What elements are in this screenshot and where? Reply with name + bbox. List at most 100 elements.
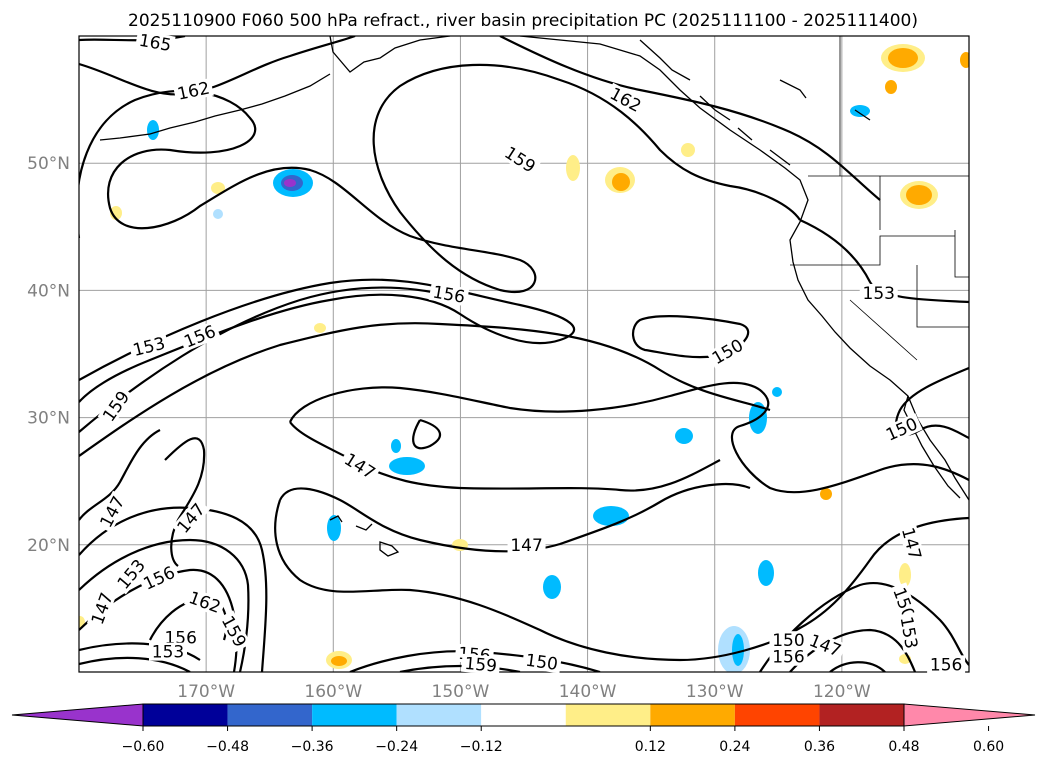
colorbar: −0.60 −0.48 −0.36 −0.24 −0.12 0.12 0.24 0.36 0.4… [11,703,1036,755]
lon-tick-label: 140°W [559,682,617,702]
contour-label-halo [171,497,210,539]
contour-label-halo [112,553,151,595]
map-title: 2025110900 F060 500 hPa refract., river … [128,11,918,31]
contour-label-halo [339,448,381,484]
shade-neg-14 [543,575,561,599]
contour-label-halo [138,561,181,595]
contour-162-east [499,36,881,201]
contour-label-halo [95,490,129,533]
contour-label-halo [604,82,647,117]
contour-162-nw [79,36,356,96]
contour-label: 156 [772,648,804,668]
contour-150-west [79,322,771,457]
contour-147-south [279,482,751,553]
shade-pos-8 [681,143,695,157]
contour-label: 150 [772,631,804,651]
shade-pos-11 [211,182,225,194]
hawaii-islands [329,515,400,557]
contour-label-halo [128,333,170,360]
shade-neg-16 [732,634,744,666]
colorbar-frame [142,703,905,727]
shade-neg-12 [772,387,782,397]
map-background [79,36,969,672]
colorbar-bin [734,704,820,726]
contour-156-sw [79,538,250,672]
contour-label-halo [135,30,176,55]
contour-label: 150 [524,651,559,675]
contour-label-halo [927,655,966,674]
colorbar-bin [819,704,904,726]
contour-label-halo [507,535,546,554]
lat-tick-label: 40°N [27,281,70,301]
contour-147-sw [79,429,161,521]
colorbar-tick-label: 0.60 [973,739,1004,755]
alaska-islands [639,39,871,166]
contour-label-halo [172,77,214,104]
longitude-ticks: 170°W 160°W 150°W 140°W 130°W 120°W [177,682,871,702]
shade-pos-6 [612,173,630,191]
lat-tick-label: 30°N [27,409,70,429]
lon-tick-label: 160°W [304,682,362,702]
colorbar-tick-label: 0.12 [635,739,666,755]
shade-neg-8 [327,515,341,541]
contour-label-halo [161,628,200,647]
contour-147-main [288,381,969,494]
contour-label: 153 [863,284,895,304]
shade-pos-2 [888,48,918,68]
shade-pos-13 [314,323,326,333]
colorbar-bin [143,704,228,726]
lat-tick-label: 20°N [27,536,70,556]
contour-label-halo [183,587,226,617]
shade-neg-7 [391,439,401,453]
contour-147-loop [412,418,442,450]
contour-label-halo [217,610,251,653]
shade-neg-4 [147,120,159,140]
colorbar-tick-label: −0.60 [122,739,165,755]
shade-neg-10 [675,428,693,444]
contour-label-halo [706,334,749,369]
contour-label-halo [428,282,470,307]
contour-label-halo [149,642,187,661]
colorbar-high-extend [903,703,1036,727]
contour-south-bottom-1 [79,642,201,672]
contour-label-halo [897,612,922,653]
contour-se-2 [789,628,917,672]
contour-label: 147 [510,536,542,556]
north-america-coast [329,36,969,501]
latitude-ticks: 50°N 40°N 30°N 20°N [27,154,70,556]
contour-label-halo [769,647,808,666]
shade-neg-13 [758,560,774,586]
shade-pos-18 [331,656,347,666]
shade-pos-4 [885,80,897,94]
coastlines [99,36,969,557]
lat-tick-label: 50°N [27,154,70,174]
shade-neg-6 [389,457,425,475]
colorbar-bin [481,704,566,726]
colorbar-bin [565,704,651,726]
contour-se-1 [759,582,969,672]
lon-tick-label: 150°W [432,682,490,702]
contour-150-south [274,499,969,662]
shade-pos-3 [960,52,969,68]
shade-neg-5 [213,209,223,219]
colorbar-bin [227,704,313,726]
shade-pos-16 [899,563,911,587]
aleutian-chain [99,73,331,141]
colorbar-tick-label: −0.36 [291,739,334,755]
colorbar-bin [312,704,397,726]
colorbar-bin [396,704,482,726]
contour-se-3 [829,661,886,672]
colorbar-tick-label: −0.24 [375,739,418,755]
contour-label-halo [804,629,847,661]
state-borders [790,36,969,361]
shade-pos-7 [566,155,580,181]
contour-159-main [79,63,801,293]
contour-label-halo [97,385,135,427]
precip-shading [79,44,969,672]
colorbar-tick-label: 0.48 [888,739,919,755]
contour-153-a [79,286,451,433]
shade-pos-10 [906,185,932,205]
contour-label: 156 [930,655,962,675]
